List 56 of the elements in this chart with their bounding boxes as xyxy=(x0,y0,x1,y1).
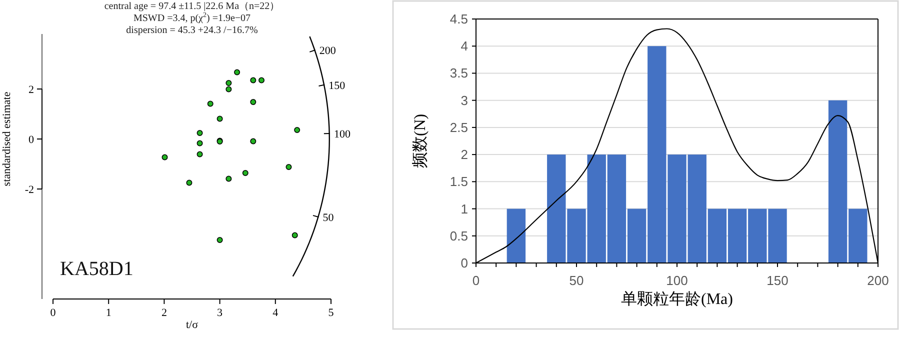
annotation: KA58D1 xyxy=(60,258,134,280)
y-tick-label: 2 xyxy=(460,147,468,162)
annotation: 50 xyxy=(322,212,334,224)
x-tick-label: 0 xyxy=(472,273,480,288)
point xyxy=(234,69,240,76)
y-tick-label: 0.5 xyxy=(450,228,468,244)
point xyxy=(162,154,168,160)
x-tick-label: 1 xyxy=(106,307,112,319)
x-tick-label: 100 xyxy=(666,273,688,288)
point xyxy=(196,140,203,146)
y-axis-title: 频数(N) xyxy=(412,114,429,168)
point xyxy=(250,138,256,144)
point xyxy=(226,176,232,182)
text: MSWD =3.4, p(χ$^{2}$) =1.9e−07 xyxy=(133,11,251,24)
y-tick-label: 0 xyxy=(28,134,34,146)
point xyxy=(250,99,256,105)
x-axis-title: t/σ xyxy=(186,319,198,331)
point xyxy=(294,127,300,133)
x-tick-label: 0 xyxy=(50,307,56,319)
x-tick-label: 200 xyxy=(867,273,889,288)
y-tick-label: 3.5 xyxy=(450,66,468,81)
point xyxy=(196,130,203,136)
point xyxy=(258,77,264,84)
point xyxy=(186,180,192,186)
annotation: 150 xyxy=(328,80,346,92)
y-tick-label: -2 xyxy=(24,184,34,196)
y-tick-label: 3 xyxy=(460,92,468,108)
text: central age = 97.4 ±11.5 |22.6 Ma（n=22） xyxy=(104,1,280,12)
x-tick-label: 50 xyxy=(569,273,584,288)
point xyxy=(207,100,214,107)
point xyxy=(292,232,298,238)
y-tick-label: 2.5 xyxy=(450,120,468,135)
point xyxy=(242,170,248,176)
annotation: 200 xyxy=(319,45,336,58)
x-axis-title: 单颗粒年龄(Ma) xyxy=(621,290,733,308)
point xyxy=(226,80,232,86)
text: 100 xyxy=(334,128,351,140)
y-axis-title: standardised estimate xyxy=(1,92,13,186)
y-tick-label: 4.5 xyxy=(450,12,468,26)
x-tick-label: 2 xyxy=(161,307,167,319)
x-tick-label: 4 xyxy=(272,307,279,319)
x-tick-label: 150 xyxy=(766,273,788,288)
x-tick-label: 3 xyxy=(217,307,224,319)
point xyxy=(216,116,223,122)
y-tick-label: 4 xyxy=(460,38,468,54)
y-tick-label: 2 xyxy=(28,84,34,96)
annotation: dispersion = 45.3 +24.3 /−16.7% xyxy=(126,25,258,36)
y-tick-label: 1 xyxy=(460,201,468,216)
y-tick-label: 0 xyxy=(460,256,468,270)
point xyxy=(196,151,203,158)
point xyxy=(216,237,223,243)
x-tick-label: 5 xyxy=(328,307,334,319)
point xyxy=(250,77,256,84)
point xyxy=(286,164,292,170)
point xyxy=(226,86,232,92)
y-tick-label: 1.5 xyxy=(450,174,468,190)
